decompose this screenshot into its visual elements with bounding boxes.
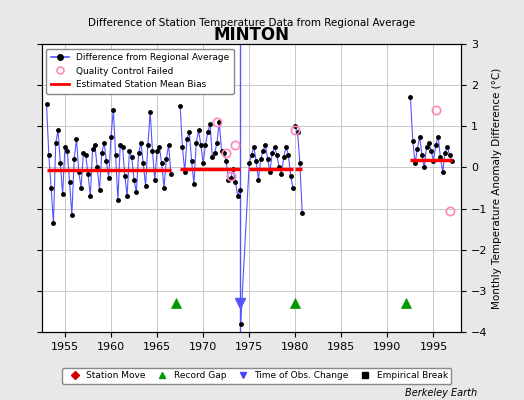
Text: Berkeley Earth: Berkeley Earth — [405, 388, 477, 398]
Legend: Station Move, Record Gap, Time of Obs. Change, Empirical Break: Station Move, Record Gap, Time of Obs. C… — [62, 368, 452, 384]
Y-axis label: Monthly Temperature Anomaly Difference (°C): Monthly Temperature Anomaly Difference (… — [492, 67, 501, 309]
Title: MINTON: MINTON — [213, 26, 290, 44]
Legend: Difference from Regional Average, Quality Control Failed, Estimated Station Mean: Difference from Regional Average, Qualit… — [47, 48, 234, 94]
Text: Difference of Station Temperature Data from Regional Average: Difference of Station Temperature Data f… — [88, 18, 415, 28]
